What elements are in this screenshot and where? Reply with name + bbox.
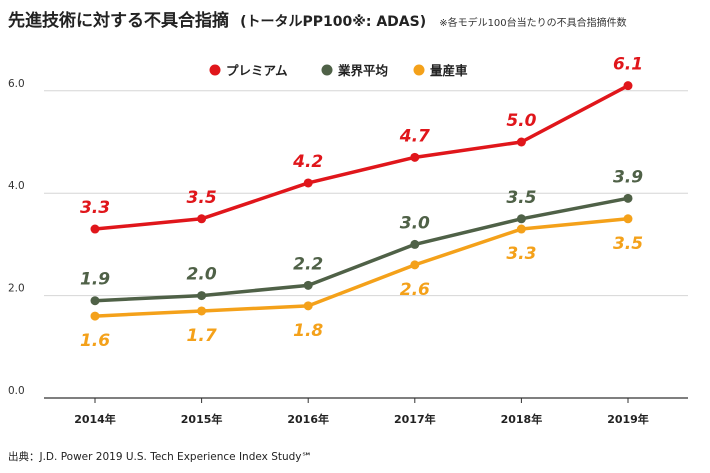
legend-swatch	[321, 64, 333, 76]
x-tick-label: 2017年	[394, 412, 436, 426]
legend-item-1: プレミアム	[209, 63, 288, 78]
data-point	[623, 214, 633, 224]
legend-label: 量産車	[430, 63, 468, 78]
data-label: 4.7	[399, 126, 430, 146]
chart-subtitle: (トータルPP100※: ADAS)	[240, 14, 426, 30]
data-label: 2.2	[293, 254, 323, 274]
x-axis: 2014年 2015年 2016年 2017年 2018年 2019年	[74, 398, 649, 426]
legend-label: プレミアム	[226, 63, 288, 78]
data-label: 2.0	[187, 265, 217, 285]
data-point	[410, 152, 420, 162]
data-point	[516, 224, 526, 234]
data-label: 3.9	[613, 167, 643, 187]
data-label: 3.5	[506, 188, 536, 208]
series-line	[93, 217, 630, 318]
grid	[44, 90, 688, 399]
data-point	[516, 137, 526, 147]
chart-title: 先進技術に対する不具合指摘	[8, 10, 229, 31]
series-2: 1.9 2.0 2.2 3.0 3.5 3.9	[80, 167, 643, 306]
data-label: 4.2	[292, 152, 323, 172]
x-tick-label: 2016年	[287, 412, 329, 426]
series-1: 3.3 3.5 4.2 4.7 5.0 6.1	[80, 55, 643, 234]
data-point	[197, 214, 207, 224]
series-layer: 3.33.54.24.75.06.11.9 2.02.23.03.53.91.6 1…	[80, 55, 643, 351]
y-axis: 0.0 2.0 4.0 6.0	[8, 78, 25, 397]
data-point	[197, 306, 207, 316]
svg-text:先進技術に対する不具合指摘 (トータルPP100: 先進技術に対する不具合指摘 (トータルPP100※: ADAS) ※各モデル10…	[8, 10, 627, 31]
data-point	[516, 214, 526, 224]
chart-note: ※各モデル100台当たりの不具合指摘件数	[439, 16, 626, 29]
y-tick-label: 4.0	[8, 180, 25, 192]
data-label: 3.5	[187, 188, 217, 208]
series-line	[93, 196, 630, 303]
data-label: 3.5	[613, 234, 643, 254]
data-point	[303, 301, 313, 311]
data-point	[90, 311, 100, 321]
x-tick-label: 2018年	[501, 412, 543, 426]
x-tick-label: 2015年	[181, 412, 223, 426]
data-label: 6.1	[613, 55, 643, 75]
data-point	[197, 291, 207, 301]
y-tick-label: 6.0	[8, 78, 25, 90]
y-tick-label: 2.0	[8, 283, 25, 295]
data-point	[410, 260, 420, 270]
data-label: 5.0	[506, 111, 536, 131]
data-label: 1.7	[187, 326, 217, 346]
data-label: 3.3	[506, 244, 536, 264]
data-point	[410, 239, 420, 249]
data-point	[623, 81, 633, 91]
y-tick-label: 0.0	[8, 385, 25, 397]
legend-item-3: 量産車	[413, 63, 468, 78]
data-label: 1.6	[80, 331, 110, 351]
legend-swatch	[209, 64, 221, 76]
legend-item-2: 業界平均	[321, 63, 388, 78]
series-3: 1.6 1.7 1.8 2.6 3.3 3.5	[80, 214, 643, 351]
data-label: 3.0	[400, 213, 430, 233]
data-point	[303, 280, 313, 290]
data-point	[303, 178, 313, 188]
legend-label: 業界平均	[337, 63, 388, 78]
series-line	[93, 83, 630, 231]
data-point	[90, 224, 100, 234]
data-point	[90, 296, 100, 306]
x-tick-label: 2014年	[74, 412, 116, 426]
source-note: 出典：J.D. Power 2019 U.S. Tech Experience …	[8, 450, 312, 463]
legend: プレミアム 業界平均 量産車	[209, 63, 468, 78]
data-label: 2.6	[400, 280, 430, 300]
data-label: 1.8	[293, 321, 323, 341]
data-point	[623, 193, 633, 203]
legend-swatch	[413, 64, 425, 76]
x-tick-label: 2019年	[607, 412, 649, 426]
data-label: 3.3	[80, 198, 110, 218]
data-label: 1.9	[80, 270, 110, 290]
